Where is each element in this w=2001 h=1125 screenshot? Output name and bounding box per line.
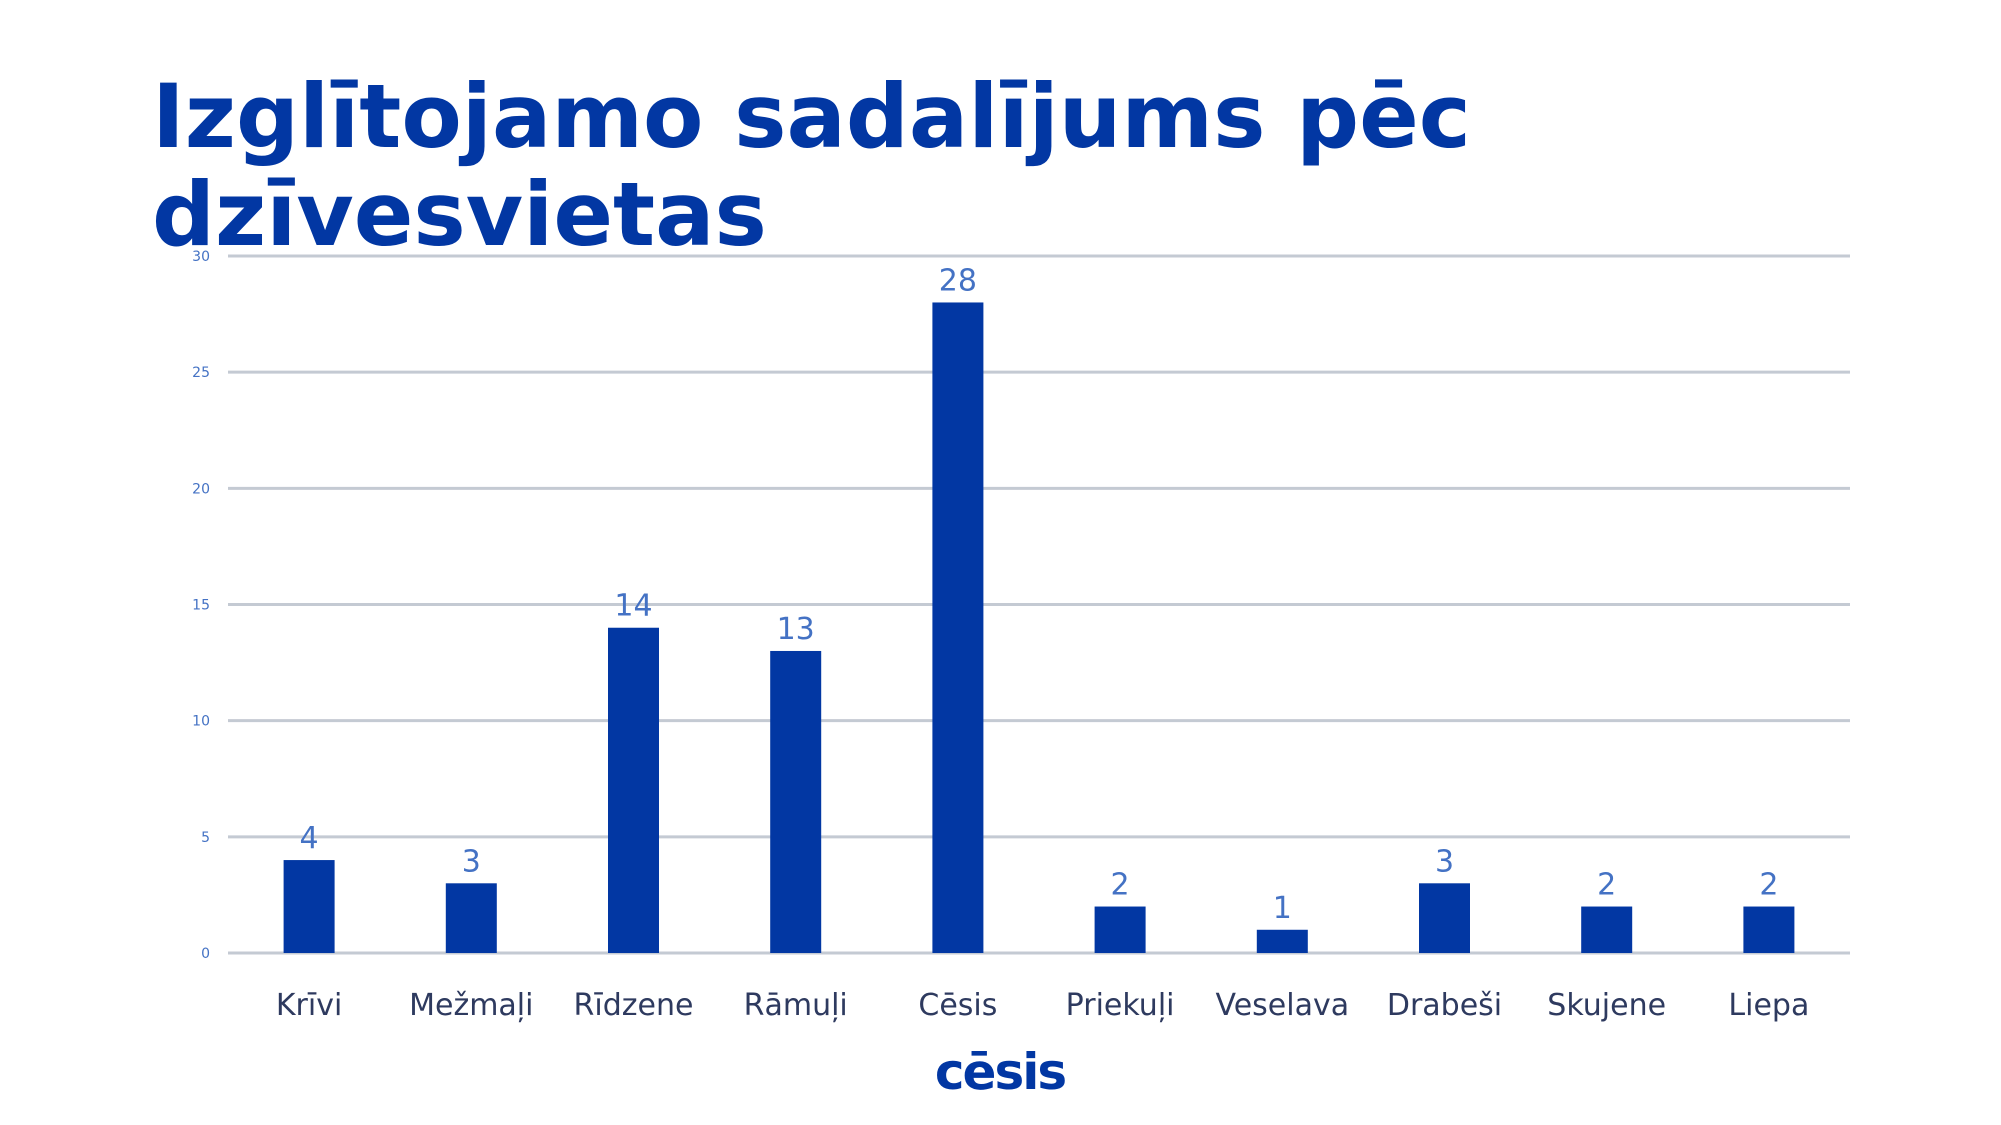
y-tick-label: 15 [192, 598, 210, 614]
data-label: 3 [462, 844, 481, 879]
y-tick-label: 25 [192, 365, 210, 381]
bar [1094, 906, 1146, 953]
category-label: Veselava [1216, 988, 1350, 1023]
bar [445, 883, 497, 953]
data-label: 14 [614, 589, 652, 624]
data-label: 2 [1759, 868, 1778, 903]
data-label: 1 [1273, 891, 1292, 926]
bar [1743, 906, 1795, 953]
gridlines [228, 254, 1850, 955]
chart-title: Izglītojamo sadalījums pēc dzīvesvietas [152, 65, 1471, 266]
y-tick-label: 0 [201, 946, 210, 962]
category-label: Krīvi [276, 988, 342, 1023]
y-tick-label: 20 [192, 481, 210, 497]
data-label: 2 [1111, 868, 1130, 903]
bar [1256, 929, 1308, 953]
category-label: Mežmaļi [409, 988, 533, 1023]
data-label: 13 [777, 612, 815, 647]
bar [1419, 883, 1470, 953]
category-label: Rāmuļi [744, 988, 848, 1023]
category-label: Liepa [1728, 988, 1809, 1023]
bar [1581, 906, 1633, 953]
cesis-logo: cēsis [934, 1043, 1067, 1101]
bar [283, 860, 335, 953]
bar [932, 302, 984, 953]
data-label: 2 [1597, 868, 1616, 903]
category-label: Drabeši [1387, 988, 1502, 1023]
category-label: Priekuļi [1066, 988, 1175, 1023]
category-label: Rīdzene [574, 988, 694, 1023]
y-axis-ticks: 0 5 10 15 20 25 30 [192, 249, 210, 962]
bar [608, 627, 659, 953]
data-label: 4 [300, 821, 319, 856]
bars [283, 302, 1795, 953]
category-label: Cēsis [918, 988, 997, 1023]
y-tick-label: 10 [192, 714, 210, 730]
x-axis-labels: Krīvi Mežmaļi Rīdzene Rāmuļi Cēsis Priekuļi Ve… [276, 988, 1809, 1023]
category-label: Skujene [1547, 988, 1666, 1023]
data-label: 28 [939, 263, 977, 298]
data-label: 3 [1435, 844, 1454, 879]
y-tick-label: 30 [192, 249, 210, 265]
bar [770, 650, 822, 953]
y-tick-label: 5 [201, 830, 210, 846]
